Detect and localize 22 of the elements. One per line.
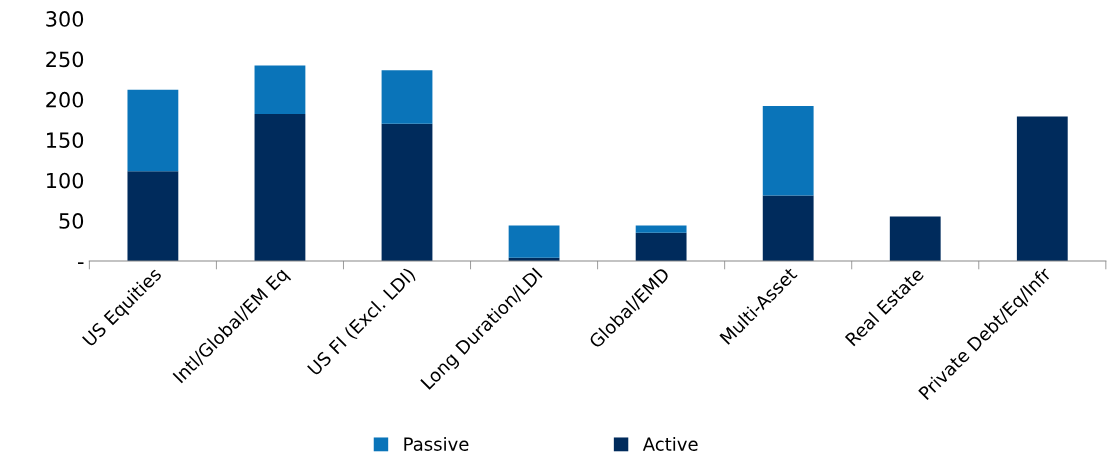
bar: [762, 105, 814, 196]
bar: [127, 89, 179, 172]
y-tick-label: 200: [46, 91, 84, 108]
legend-label: Active: [642, 436, 698, 451]
bar: [254, 65, 306, 114]
bar: [254, 113, 306, 261]
y-tick-label: -: [78, 262, 84, 264]
bar: [1016, 116, 1068, 261]
bar: [508, 225, 560, 258]
bar: [127, 171, 179, 261]
y-tick-label: 250: [46, 51, 84, 68]
bar: [889, 216, 941, 261]
bar: [381, 70, 433, 124]
bar: [762, 195, 814, 261]
bar: [635, 232, 687, 261]
bar: [635, 225, 687, 233]
y-tick-label: 100: [47, 172, 84, 189]
y-tick-label: 150: [47, 132, 84, 149]
y-tick-label: 50: [59, 213, 84, 229]
legend-label: Passive: [404, 436, 469, 451]
bar: [381, 123, 433, 261]
y-tick-label: 300: [46, 11, 84, 27]
